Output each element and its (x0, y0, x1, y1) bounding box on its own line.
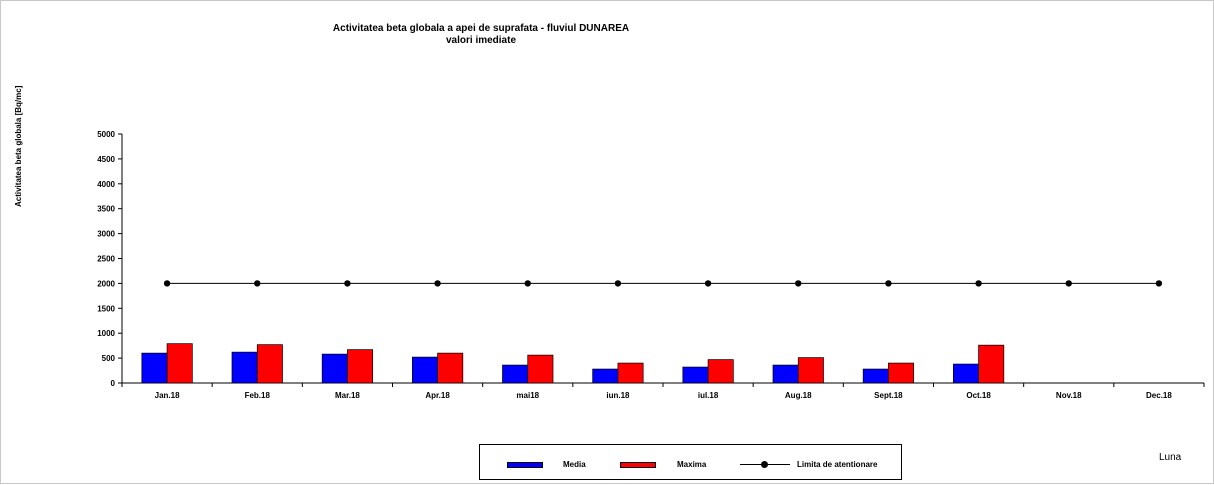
bar-maxima (978, 344, 1005, 384)
y-tick-label: 3000 (97, 230, 115, 239)
limita-point (434, 280, 441, 287)
legend-swatch-media (507, 462, 543, 468)
legend-label-maxima: Maxima (677, 460, 707, 469)
chart-title: Activitatea beta globala a apei de supra… (332, 23, 630, 34)
limita-point (614, 280, 622, 287)
x-tick-label: Feb.18 (245, 391, 271, 400)
chart-subtitle: valori imediate (445, 35, 517, 46)
limita-point (163, 280, 171, 287)
bar-maxima (888, 362, 915, 384)
y-tick-label: 1000 (97, 329, 115, 338)
legend-label-media: Media (563, 460, 586, 469)
limita-point (704, 280, 712, 287)
bar-media (772, 364, 799, 384)
bar-media (502, 364, 529, 384)
limita-point (1155, 280, 1163, 287)
bar-media (231, 351, 258, 384)
bar-maxima (527, 354, 554, 384)
bar-maxima (256, 344, 283, 384)
limita-point (344, 280, 351, 287)
x-tick-label: Aug.18 (785, 391, 812, 400)
bar-maxima (617, 362, 644, 384)
bar-media (592, 368, 619, 384)
bar-maxima (166, 343, 193, 384)
x-tick-label: iul.18 (698, 391, 719, 400)
limita-point (254, 280, 261, 287)
y-tick-label: 4500 (97, 155, 115, 164)
bar-media (862, 368, 889, 384)
bar-maxima (707, 359, 734, 384)
bar-media (682, 366, 709, 384)
x-tick-label: Nov.18 (1056, 391, 1082, 400)
y-tick-label: 4000 (97, 180, 115, 189)
legend-label-limita: Limita de atentionare (797, 460, 878, 469)
y-tick-label: 500 (102, 354, 116, 363)
y-tick-label: 1500 (97, 304, 115, 313)
legend: Media Maxima Limita de atentionare (479, 444, 902, 480)
bar-maxima (797, 357, 824, 384)
x-tick-label: Oct.18 (966, 391, 991, 400)
y-tick-label: 2000 (97, 279, 115, 288)
bar-media (321, 353, 348, 384)
limita-point (975, 280, 982, 287)
y-tick-label: 5000 (97, 130, 115, 139)
x-axis-title: Luna (1159, 452, 1182, 463)
x-tick-label: Dec.18 (1146, 391, 1172, 400)
x-tick-label: mai18 (516, 391, 539, 400)
bar-maxima (437, 352, 464, 384)
x-tick-label: Sept.18 (874, 391, 903, 400)
x-tick-label: iun.18 (606, 391, 630, 400)
legend-swatch-maxima (620, 462, 656, 468)
x-tick-label: Jan.18 (155, 391, 180, 400)
bar-media (952, 363, 979, 384)
limita-point (795, 280, 802, 287)
legend-marker-limita (761, 461, 768, 468)
limita-point (524, 280, 531, 287)
bar-media (411, 356, 438, 384)
x-tick-label: Apr.18 (425, 391, 450, 400)
y-tick-label: 0 (111, 379, 116, 388)
limita-point (1065, 280, 1072, 287)
x-tick-label: Mar.18 (335, 391, 360, 400)
bar-maxima (347, 349, 374, 384)
y-tick-label: 3500 (97, 205, 115, 214)
limita-point (885, 280, 892, 287)
y-tick-label: 2500 (97, 255, 115, 264)
bar-media (141, 352, 168, 384)
